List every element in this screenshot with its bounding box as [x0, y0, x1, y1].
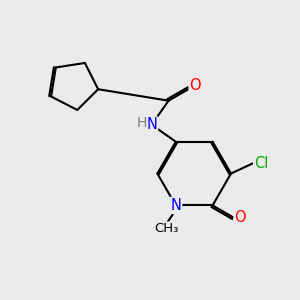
Text: CH₃: CH₃ [155, 223, 179, 236]
Text: N: N [170, 198, 181, 213]
Text: H: H [137, 116, 147, 130]
Text: Cl: Cl [254, 156, 268, 171]
Text: O: O [235, 210, 246, 225]
Text: N: N [146, 117, 157, 132]
Text: O: O [190, 79, 201, 94]
